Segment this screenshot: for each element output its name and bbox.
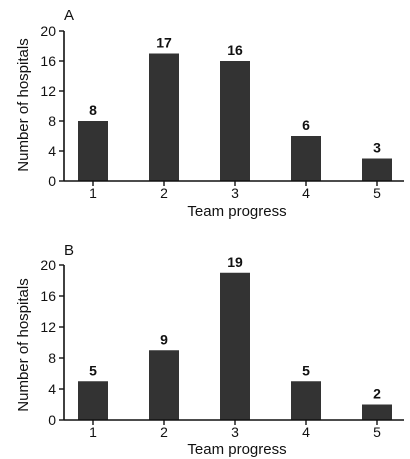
chart-panel-b: B Number of hospitals Team progress 0 4 …	[15, 242, 404, 458]
y-tick-label: 0	[48, 412, 56, 428]
x-axis-title: Team progress	[187, 203, 286, 220]
y-tick-label: 4	[48, 381, 56, 397]
data-label: 5	[302, 362, 310, 378]
y-tick-labels: 0 4 8 12 16 20	[40, 23, 56, 189]
data-labels: 8 17 16 6 3	[89, 35, 381, 156]
x-tick-label: 4	[302, 424, 310, 440]
x-tick-label: 2	[160, 424, 168, 440]
y-tick-label: 16	[40, 53, 56, 69]
y-axis-title: Number of hospitals	[15, 38, 32, 171]
data-label: 3	[373, 140, 381, 156]
bar	[362, 404, 392, 420]
data-label: 6	[302, 117, 310, 133]
data-label: 9	[160, 331, 168, 347]
chart-panel-a: A Number of hospitals Team progress 0 4 …	[15, 7, 404, 220]
x-tick-labels: 1 2 3 4 5	[89, 424, 381, 440]
bar	[291, 136, 321, 181]
y-tick-label: 8	[48, 350, 56, 366]
x-tick-label: 1	[89, 185, 97, 201]
data-label: 19	[227, 254, 243, 270]
x-axis-title: Team progress	[187, 441, 286, 458]
bar	[220, 272, 250, 420]
data-label: 5	[89, 362, 97, 378]
x-tick-label: 3	[231, 185, 239, 201]
bar	[362, 158, 392, 181]
x-tick-label: 3	[231, 424, 239, 440]
y-tick-label: 0	[48, 173, 56, 189]
y-tick-label: 12	[40, 319, 56, 335]
bar	[149, 350, 179, 420]
x-tick-label: 2	[160, 185, 168, 201]
y-tick-label: 4	[48, 143, 56, 159]
panel-label: A	[64, 7, 74, 24]
x-tick-label: 1	[89, 424, 97, 440]
data-labels: 5 9 19 5 2	[89, 254, 381, 402]
bar	[149, 53, 179, 181]
y-tick-labels: 0 4 8 12 16 20	[40, 257, 56, 428]
x-tick-label: 5	[373, 424, 381, 440]
y-tick-label: 8	[48, 113, 56, 129]
data-label: 16	[227, 42, 243, 58]
data-label: 17	[156, 35, 172, 51]
data-label: 2	[373, 386, 381, 402]
data-label: 8	[89, 102, 97, 118]
y-tick-label: 20	[40, 257, 56, 273]
panel-label: B	[64, 242, 74, 259]
x-tick-label: 5	[373, 185, 381, 201]
y-tick-label: 20	[40, 23, 56, 39]
x-tick-labels: 1 2 3 4 5	[89, 185, 381, 201]
bar	[220, 61, 250, 181]
x-tick-label: 4	[302, 185, 310, 201]
y-tick-label: 12	[40, 83, 56, 99]
bar	[291, 381, 321, 420]
bar	[78, 381, 108, 420]
bar	[78, 121, 108, 181]
y-axis-title: Number of hospitals	[15, 278, 32, 411]
y-tick-label: 16	[40, 288, 56, 304]
